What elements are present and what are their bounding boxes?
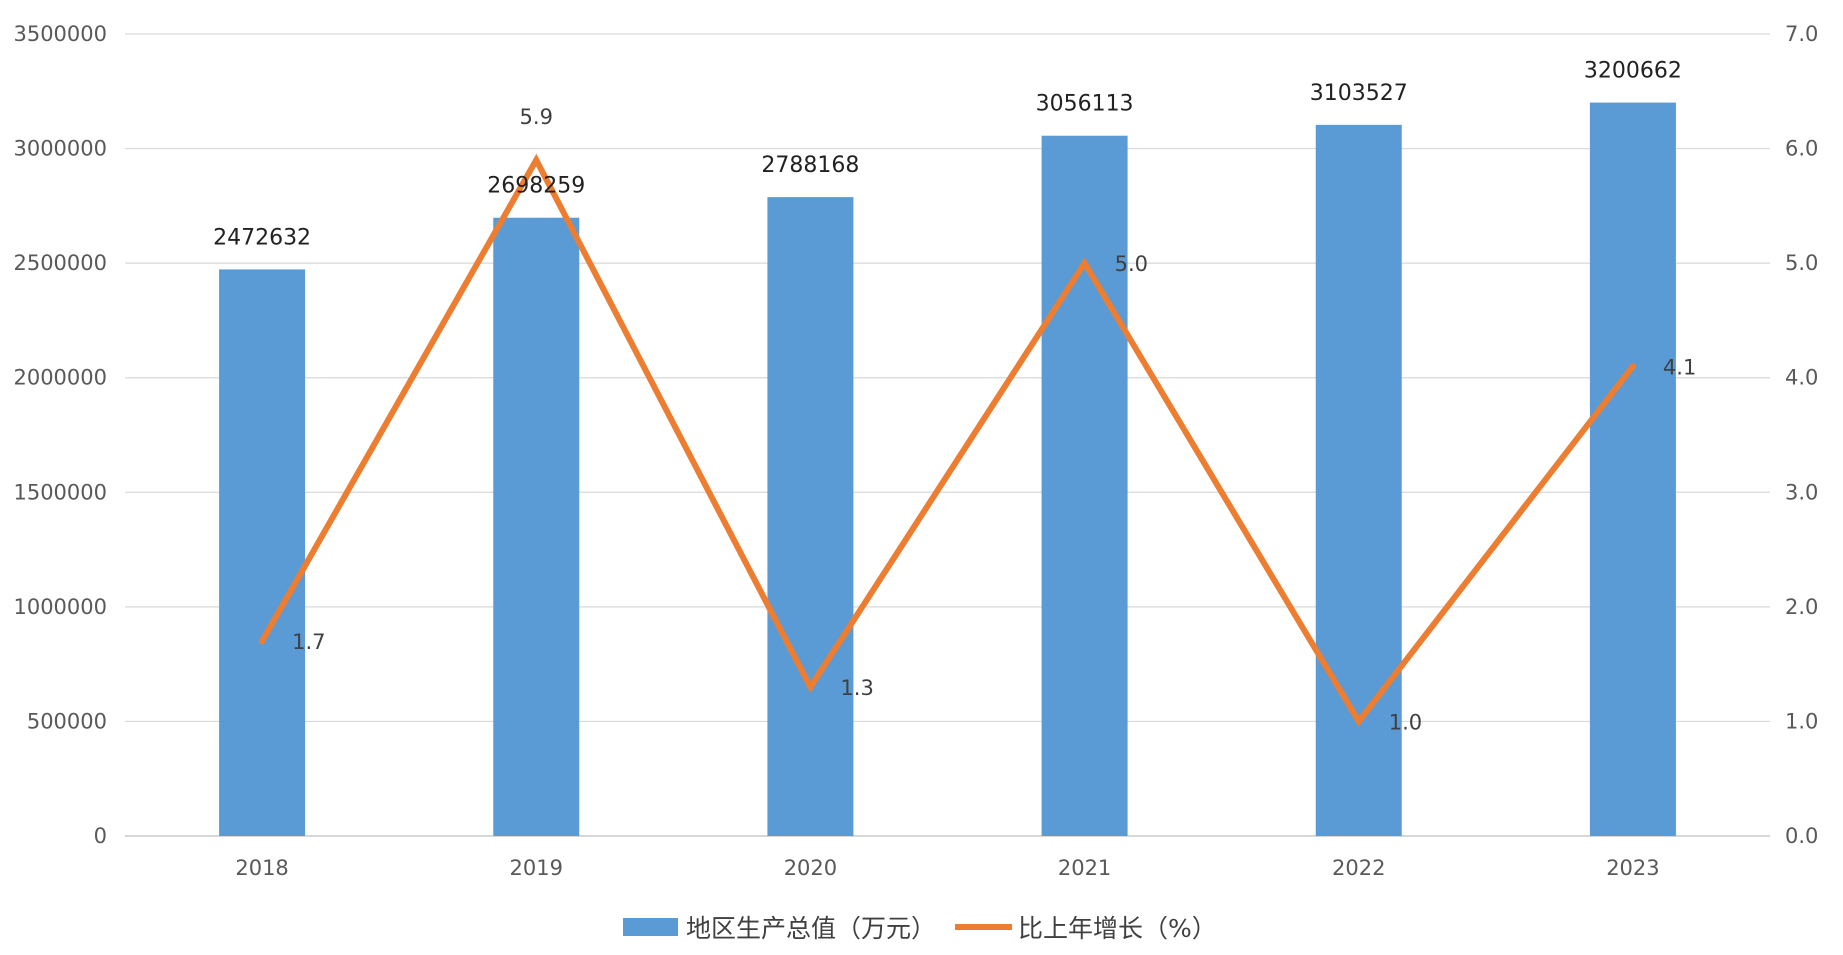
left-axis-tick-label: 1000000 [13,595,107,619]
growth-point [533,157,540,164]
growth-point [1629,363,1636,370]
right-axis-tick-label: 6.0 [1785,137,1818,161]
bar-data-label: 2698259 [487,174,585,199]
right-axis-tick-label: 5.0 [1785,251,1818,275]
bar-data-labels: 2472632 2698259 2788168 3056113 3103527 32006… [213,59,1682,251]
left-axis-tick-label: 3500000 [13,22,107,46]
x-axis-tick-label: 2020 [784,856,837,880]
bar-data-label: 2788168 [761,153,859,178]
bar [493,217,580,836]
bar-data-label: 3103527 [1310,81,1408,106]
right-axis-tick-label: 7.0 [1785,22,1818,46]
growth-point [1355,718,1362,725]
growth-point [259,638,266,645]
line-data-label: 4.1 [1663,355,1696,379]
growth-point [807,684,814,691]
bar [219,269,306,836]
x-axis-tick-label: 2019 [510,856,563,880]
legend-line-label: 比上年增长（%） [1018,914,1217,943]
x-axis-tick-label: 2022 [1332,856,1385,880]
right-axis-tick-label: 0.0 [1785,824,1818,848]
bar-series [219,102,1676,837]
bar-data-label: 3056113 [1036,92,1134,117]
x-axis-tick-label: 2018 [235,856,288,880]
left-y-axis: 0 500000 1000000 1500000 2000000 2500000 30000… [13,22,107,848]
bar [1589,102,1676,836]
left-axis-tick-label: 500000 [27,709,107,733]
gridlines [125,33,1770,837]
left-axis-tick-label: 2000000 [13,366,107,390]
line-data-labels: 1.7 5.9 1.3 5.0 1.0 4.1 [292,105,1696,734]
x-axis-tick-label: 2023 [1606,856,1659,880]
x-axis: 2018 2019 2020 2021 2022 2023 [235,856,1659,880]
legend-bar-label: 地区生产总值（万元） [686,914,936,943]
legend-bar-swatch [623,918,678,936]
right-axis-tick-label: 4.0 [1785,366,1818,390]
line-data-label: 1.7 [292,630,325,654]
bar [767,197,854,837]
right-y-axis: 0.0 1.0 2.0 3.0 4.0 5.0 6.0 7.0 [1785,22,1818,848]
bar-data-label: 3200662 [1584,59,1682,84]
x-axis-tick-label: 2021 [1058,856,1111,880]
left-axis-tick-label: 3000000 [13,137,107,161]
line-data-label: 5.0 [1115,252,1148,276]
growth-point [1081,260,1088,267]
line-data-label: 1.0 [1389,710,1422,734]
left-axis-tick-label: 2500000 [13,251,107,275]
bar-data-label: 2472632 [213,225,311,250]
right-axis-tick-label: 1.0 [1785,709,1818,733]
right-axis-tick-label: 2.0 [1785,595,1818,619]
line-data-label: 5.9 [520,105,553,129]
line-series [259,153,1636,727]
line-data-label: 1.3 [840,676,873,700]
growth-line [259,153,1636,727]
right-axis-tick-label: 3.0 [1785,480,1818,504]
legend: 地区生产总值（万元） 比上年增长（%） [623,914,1217,943]
bar [1041,135,1128,837]
left-axis-tick-label: 0 [94,824,107,848]
left-axis-tick-label: 1500000 [13,480,107,504]
